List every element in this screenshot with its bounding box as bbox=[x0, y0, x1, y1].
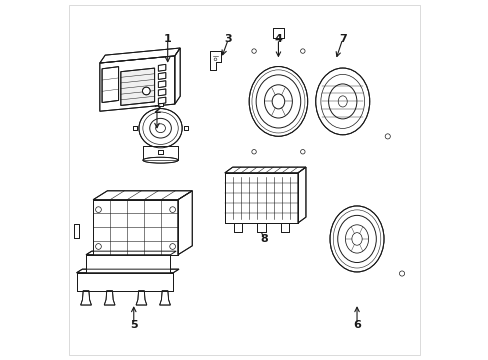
Polygon shape bbox=[158, 97, 165, 104]
Polygon shape bbox=[158, 150, 163, 154]
Polygon shape bbox=[93, 191, 192, 200]
Circle shape bbox=[169, 244, 175, 249]
Polygon shape bbox=[132, 126, 137, 130]
Text: 7: 7 bbox=[338, 34, 346, 44]
Polygon shape bbox=[104, 291, 115, 305]
Polygon shape bbox=[142, 146, 178, 160]
Text: 4: 4 bbox=[274, 34, 282, 44]
Ellipse shape bbox=[315, 68, 369, 135]
Polygon shape bbox=[298, 167, 305, 223]
Polygon shape bbox=[77, 273, 173, 291]
Polygon shape bbox=[210, 50, 221, 70]
Text: 1: 1 bbox=[163, 34, 171, 44]
Polygon shape bbox=[175, 48, 180, 104]
Text: 2: 2 bbox=[153, 105, 161, 115]
Circle shape bbox=[169, 207, 175, 212]
Circle shape bbox=[399, 271, 404, 276]
Polygon shape bbox=[93, 200, 178, 255]
Polygon shape bbox=[74, 225, 80, 238]
Polygon shape bbox=[100, 48, 180, 63]
Text: 5: 5 bbox=[130, 320, 137, 330]
Circle shape bbox=[251, 149, 256, 154]
Text: 3: 3 bbox=[224, 34, 232, 44]
Polygon shape bbox=[158, 103, 163, 107]
Circle shape bbox=[96, 244, 101, 249]
Polygon shape bbox=[178, 191, 192, 255]
Ellipse shape bbox=[329, 206, 383, 272]
Polygon shape bbox=[160, 291, 170, 305]
Polygon shape bbox=[86, 251, 176, 255]
Ellipse shape bbox=[142, 157, 178, 163]
Polygon shape bbox=[121, 68, 154, 105]
Polygon shape bbox=[224, 173, 298, 223]
Polygon shape bbox=[81, 291, 91, 305]
Ellipse shape bbox=[249, 67, 307, 136]
Polygon shape bbox=[233, 223, 242, 232]
Polygon shape bbox=[158, 89, 165, 96]
Polygon shape bbox=[100, 56, 175, 111]
Ellipse shape bbox=[139, 109, 182, 148]
Circle shape bbox=[96, 207, 101, 212]
Circle shape bbox=[300, 49, 305, 53]
Circle shape bbox=[251, 49, 256, 53]
Polygon shape bbox=[77, 269, 179, 273]
Polygon shape bbox=[183, 126, 188, 130]
Text: 6: 6 bbox=[352, 320, 360, 330]
Polygon shape bbox=[136, 291, 146, 305]
Polygon shape bbox=[86, 255, 170, 273]
Polygon shape bbox=[158, 73, 165, 80]
Text: 8: 8 bbox=[260, 234, 267, 244]
Circle shape bbox=[385, 134, 389, 139]
Polygon shape bbox=[158, 64, 165, 71]
Polygon shape bbox=[102, 67, 118, 103]
Polygon shape bbox=[158, 81, 165, 87]
Polygon shape bbox=[257, 223, 265, 232]
Circle shape bbox=[142, 87, 150, 95]
Circle shape bbox=[300, 149, 305, 154]
Polygon shape bbox=[280, 223, 289, 232]
Polygon shape bbox=[224, 167, 305, 173]
Polygon shape bbox=[272, 28, 284, 38]
